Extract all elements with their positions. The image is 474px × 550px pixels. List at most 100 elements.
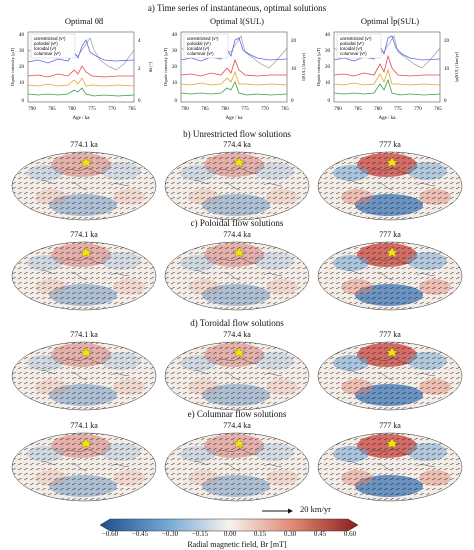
mollweide-map <box>164 241 310 311</box>
mollweide-map <box>164 151 310 221</box>
map-panel-toroidal-2: 774.4 ka <box>161 330 313 412</box>
svg-text:20: 20 <box>325 65 331 70</box>
map-panel-poloidal-2: 774.4 ka <box>161 230 313 312</box>
svg-text:785: 785 <box>48 107 56 112</box>
ts-panel-lpsul: Optimal l̃p(SUL) unrestricted (v¹) poloi… <box>314 16 466 124</box>
svg-text:10: 10 <box>325 81 331 86</box>
svg-text:40: 40 <box>172 33 178 38</box>
colorbar-label: Radial magnetic field, Br [mT] <box>187 540 287 549</box>
svg-text:780: 780 <box>68 107 76 112</box>
svg-text:0: 0 <box>138 99 141 104</box>
map-panel-poloidal-3: 777 ka <box>314 230 466 312</box>
map-epoch-label: 777 ka <box>379 330 401 339</box>
heading-poloidal: c) Poloidal flow solutions <box>190 218 284 228</box>
svg-text:775: 775 <box>394 107 402 112</box>
legend-toroidal: toroidal (vᵗ) <box>34 46 57 51</box>
svg-text:30: 30 <box>172 49 178 54</box>
svg-text:20: 20 <box>19 65 25 70</box>
svg-text:765: 765 <box>281 107 289 112</box>
ts-plot-lsul: unrestricted (v¹) poloidal (vᵖ) toroidal… <box>163 31 306 121</box>
svg-text:Dipole intensity [μT]: Dipole intensity [μT] <box>10 47 15 86</box>
map-epoch-label: 774.1 ka <box>70 140 98 149</box>
map-epoch-label: 777 ka <box>379 421 401 430</box>
map-epoch-label: 777 ka <box>379 140 401 149</box>
colorbar <box>100 518 358 532</box>
svg-text:20: 20 <box>291 39 297 44</box>
map-panel-toroidal-1: 774.1 ka <box>8 330 160 412</box>
map-epoch-label: 774.1 ka <box>70 421 98 430</box>
svg-text:30: 30 <box>19 49 25 54</box>
svg-text:4: 4 <box>138 39 141 44</box>
svg-text:785: 785 <box>201 107 209 112</box>
mollweide-map <box>11 341 157 411</box>
svg-text:0: 0 <box>175 99 178 104</box>
svg-text:10: 10 <box>291 67 297 72</box>
svg-text:unrestricted (v¹): unrestricted (v¹) <box>187 36 219 41</box>
svg-text:10: 10 <box>444 67 450 72</box>
svg-text:20: 20 <box>172 65 178 70</box>
ts-plot-theta: unrestricted (v¹) poloidal (vᵖ) toroidal… <box>10 31 153 121</box>
svg-text:columnar (vᶜ): columnar (vᶜ) <box>187 51 214 56</box>
svg-text:poloidal (vᵖ): poloidal (vᵖ) <box>34 41 58 46</box>
legend-columnar: columnar (vᶜ) <box>34 51 61 56</box>
svg-text:790: 790 <box>28 107 36 112</box>
legend-poloidal: poloidal (vᵖ) <box>34 41 58 46</box>
map-panel-toroidal-3: 777 ka <box>314 330 466 412</box>
map-panel-unrestricted-2: 774.4 ka <box>161 140 313 222</box>
heading-columnar: e) Columnar flow solutions <box>187 409 287 419</box>
mollweide-map <box>317 341 463 411</box>
svg-text:770: 770 <box>414 107 422 112</box>
svg-text:775: 775 <box>88 107 96 112</box>
mollweide-map <box>11 151 157 221</box>
svg-text:20: 20 <box>444 39 450 44</box>
svg-text:0: 0 <box>22 99 25 104</box>
svg-text:toroidal (vᵗ): toroidal (vᵗ) <box>340 46 363 51</box>
ts-title: Optimal l(SUL) <box>209 16 265 26</box>
map-panel-columnar-3: 777 ka <box>314 421 466 503</box>
svg-text:0: 0 <box>328 99 331 104</box>
svg-text:unrestricted (v¹): unrestricted (v¹) <box>340 36 372 41</box>
ts-title: Optimal θ̃d <box>64 16 104 26</box>
legend-unrestricted: unrestricted (v¹) <box>34 36 66 41</box>
svg-text:θd [°]: θd [°] <box>148 61 153 72</box>
scale-arrow-icon <box>262 508 293 514</box>
svg-text:0: 0 <box>291 99 294 104</box>
svg-text:765: 765 <box>434 107 442 112</box>
map-epoch-label: 774.4 ka <box>223 140 251 149</box>
svg-text:2: 2 <box>138 67 141 72</box>
map-epoch-label: 774.1 ka <box>70 330 98 339</box>
mollweide-map <box>11 241 157 311</box>
map-epoch-label: 774.4 ka <box>223 330 251 339</box>
svg-text:columnar (vᶜ): columnar (vᶜ) <box>340 51 367 56</box>
svg-text:790: 790 <box>181 107 189 112</box>
svg-text:l(SUL) [km/yr]: l(SUL) [km/yr] <box>301 53 306 81</box>
svg-text:Dipole intensity [μT]: Dipole intensity [μT] <box>316 47 321 86</box>
map-panel-columnar-1: 774.1 ka <box>8 421 160 503</box>
svg-text:poloidal (vᵖ): poloidal (vᵖ) <box>340 41 364 46</box>
mollweide-map <box>164 432 310 502</box>
svg-text:775: 775 <box>241 107 249 112</box>
svg-text:780: 780 <box>221 107 229 112</box>
svg-text:790: 790 <box>334 107 342 112</box>
svg-text:Age / ka: Age / ka <box>379 116 397 121</box>
mollweide-map <box>317 432 463 502</box>
svg-text:columnar (vᶜ): columnar (vᶜ) <box>34 51 61 56</box>
svg-text:poloidal (vᵖ): poloidal (vᵖ) <box>187 41 211 46</box>
heading-time-series: a) Time series of instantaneous, optimal… <box>147 3 327 13</box>
svg-text:10: 10 <box>19 81 25 86</box>
map-epoch-label: 777 ka <box>379 230 401 239</box>
svg-text:770: 770 <box>261 107 269 112</box>
svg-text:toroidal (vᵗ): toroidal (vᵗ) <box>34 46 57 51</box>
arrow-scale-label: 20 km/yr <box>300 504 331 514</box>
svg-text:40: 40 <box>19 33 25 38</box>
map-panel-unrestricted-1: 774.1 ka <box>8 140 160 222</box>
svg-text:toroidal (vᵗ): toroidal (vᵗ) <box>187 46 210 51</box>
svg-text:765: 765 <box>128 107 136 112</box>
ts-legend <box>30 33 76 59</box>
map-epoch-label: 774.4 ka <box>223 230 251 239</box>
map-epoch-label: 774.1 ka <box>70 230 98 239</box>
ts-plot-lpsul: unrestricted (v¹) poloidal (vᵖ) toroidal… <box>316 31 459 121</box>
svg-text:770: 770 <box>108 107 116 112</box>
svg-text:780: 780 <box>374 107 382 112</box>
mollweide-map <box>317 241 463 311</box>
